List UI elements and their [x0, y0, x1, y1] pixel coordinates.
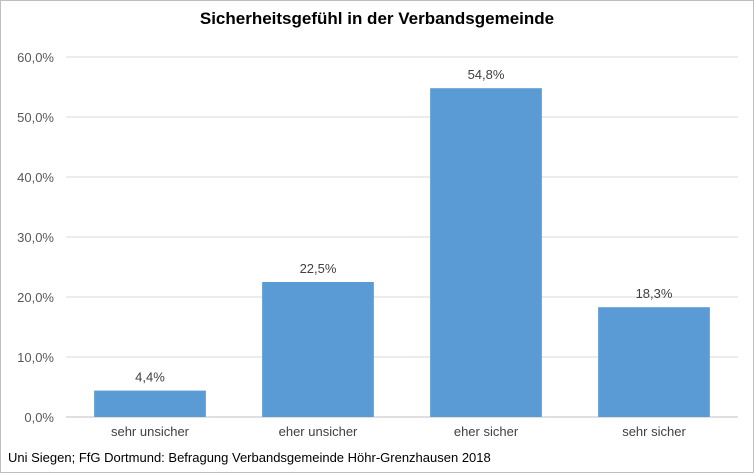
bar — [430, 88, 542, 417]
chart-title: Sicherheitsgefühl in der Verbandsgemeind… — [199, 9, 555, 28]
data-label: 54,8% — [468, 67, 505, 82]
y-tick-label: 0,0% — [24, 410, 54, 425]
y-tick-label: 20,0% — [17, 290, 54, 305]
y-tick-label: 30,0% — [17, 230, 54, 245]
data-label: 22,5% — [300, 261, 337, 276]
x-category-label: sehr unsicher — [111, 424, 190, 439]
source-note: Uni Siegen; FfG Dortmund: Befragung Verb… — [8, 450, 491, 465]
bars — [94, 88, 710, 417]
y-axis: 0,0% 10,0% 20,0% 30,0% 40,0% 50,0% 60,0% — [17, 50, 54, 425]
y-tick-label: 40,0% — [17, 170, 54, 185]
x-category-label: eher sicher — [454, 424, 519, 439]
bar — [598, 307, 710, 417]
bar — [94, 390, 206, 417]
bar — [262, 282, 374, 417]
y-tick-label: 50,0% — [17, 110, 54, 125]
y-tick-label: 10,0% — [17, 350, 54, 365]
x-category-label: eher unsicher — [279, 424, 358, 439]
y-tick-label: 60,0% — [17, 50, 54, 65]
data-label: 18,3% — [636, 286, 673, 301]
x-category-label: sehr sicher — [622, 424, 686, 439]
x-axis: sehr unsicher eher unsicher eher sicher seh… — [111, 424, 686, 439]
data-labels: 4,4% 22,5% 54,8% 18,3% — [135, 67, 673, 384]
data-label: 4,4% — [135, 370, 165, 385]
